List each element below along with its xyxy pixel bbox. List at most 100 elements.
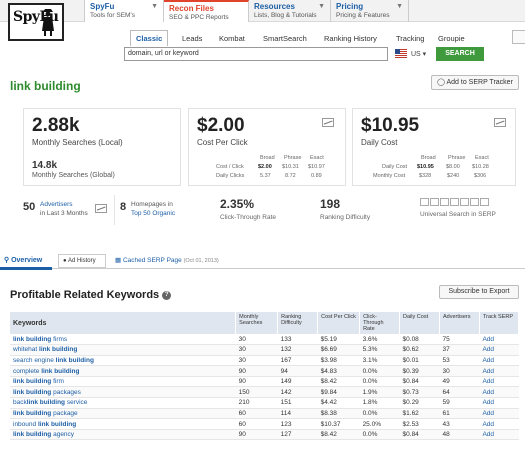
keyword-cell[interactable]: link building firms <box>10 334 236 346</box>
content-tabs: ⚲ Overview ● Ad History ▦ Cached SERP Pa… <box>0 251 525 270</box>
mc-phrase: $240 <box>447 173 460 179</box>
keyword-cell[interactable]: link building agency <box>10 429 236 441</box>
spyfu-logo[interactable]: SpyFu <box>8 3 64 41</box>
header-keywords[interactable]: Keywords <box>10 312 237 334</box>
button-label: Add to SERP Tracker <box>446 79 513 86</box>
nav-tab-title: SpyFu <box>90 2 115 11</box>
keyword-suffix: firms <box>51 335 68 343</box>
track-serp-add-link[interactable]: Add <box>479 386 519 399</box>
keyword-cell[interactable]: inbound link building <box>10 418 236 430</box>
keyword-suffix: package <box>51 409 78 417</box>
keyword-prefix: back <box>13 399 27 407</box>
ranking-difficulty-cell: 132 <box>277 344 318 356</box>
daily-cost-cell: $0.29 <box>399 397 440 409</box>
search-input[interactable]: domain, url or keyword <box>124 47 388 61</box>
header-ranking-difficulty[interactable]: Ranking Difficulty <box>277 312 319 334</box>
nav-tab-subtitle: Tools for SEM's <box>90 12 135 19</box>
cached-serp-link[interactable]: ▦ Cached SERP Page (Oct 01, 2013) <box>115 256 219 264</box>
track-serp-add-link[interactable]: Add <box>479 429 519 441</box>
cached-label: Cached SERP Page <box>122 257 182 264</box>
nav-tab-title: Pricing <box>336 2 364 11</box>
advertisers-cell: 75 <box>439 334 480 346</box>
homepages-count: 8 <box>120 201 127 213</box>
page-title: link building <box>10 79 81 93</box>
daily-cost-cell: $0.01 <box>399 355 440 367</box>
keyword-cell[interactable]: search engine link building <box>10 355 236 367</box>
ad-history-icon: ● <box>63 258 67 264</box>
keyword-cell[interactable]: whitehat link building <box>10 344 236 356</box>
subnav-classic[interactable]: Classic <box>130 30 169 46</box>
tab-ad-history[interactable]: ● Ad History <box>58 254 106 268</box>
monthly-searches-cell: 90 <box>235 376 278 388</box>
header-monthly-searches[interactable]: Monthly Searches <box>235 312 279 334</box>
keyword-cell[interactable]: complete link building <box>10 365 236 377</box>
subnav-groupie[interactable]: Groupie <box>438 34 465 43</box>
us-flag-icon[interactable] <box>395 49 407 58</box>
nav-tab-resources[interactable]: Resources Lists, Blog & Tutorials ▼ <box>249 0 331 22</box>
dc-exact: $10.28 <box>472 164 489 170</box>
nav-tab-pricing[interactable]: Pricing Pricing & Features ▼ <box>331 0 409 22</box>
subscribe-to-export-button[interactable]: Subscribe to Export <box>439 285 519 299</box>
header-ctr[interactable]: Click-Through Rate <box>359 312 401 334</box>
search-button[interactable]: SEARCH <box>436 47 484 61</box>
track-serp-add-link[interactable]: Add <box>479 376 519 388</box>
keyword-match: link building <box>26 399 66 407</box>
subnav-leads[interactable]: Leads <box>182 34 203 43</box>
track-serp-add-link[interactable]: Add <box>479 418 519 430</box>
spy-figure-icon <box>42 9 54 36</box>
keyword-cell[interactable]: link building firm <box>10 376 236 388</box>
subnav-kombat[interactable]: Kombat <box>219 34 245 43</box>
keyword-cell[interactable]: link building packages <box>10 386 236 399</box>
keyword-cell[interactable]: backlink building service <box>10 397 236 409</box>
subnav-ranking-history[interactable]: Ranking History <box>324 34 377 43</box>
nav-tab-recon-files[interactable]: Recon Files SEO & PPC Reports <box>164 0 249 22</box>
news-result-icon <box>440 198 449 206</box>
ranking-difficulty-cell: 94 <box>277 365 318 377</box>
chevron-down-icon: ▼ <box>151 3 158 10</box>
header-advertisers[interactable]: Advertisers <box>439 312 480 334</box>
ctr-cell: 0.0% <box>359 408 400 420</box>
universal-search-icons <box>420 198 500 208</box>
chart-icon[interactable] <box>494 118 506 127</box>
subnav-tracking[interactable]: Tracking <box>396 34 425 43</box>
cpc-exact: $10.97 <box>308 164 325 170</box>
chart-icon[interactable] <box>322 118 334 127</box>
tab-overview[interactable]: ⚲ Overview <box>0 254 52 270</box>
cpc-cell: $8.42 <box>317 429 360 441</box>
difficulty-label: Ranking Difficulty <box>320 214 371 221</box>
account-tab-stub[interactable] <box>512 30 525 44</box>
add-to-serp-tracker-button[interactable]: ◯ Add to SERP Tracker <box>431 75 519 90</box>
monthly-searches-label: Monthly Searches (Local) <box>32 138 123 147</box>
table-row: inbound link building 60 123 $10.37 25.0% $2.… <box>10 418 519 430</box>
keyword-cell[interactable]: link building package <box>10 408 236 420</box>
track-serp-add-link[interactable]: Add <box>479 397 519 409</box>
country-select[interactable]: US ▾ <box>411 51 427 58</box>
header-track-serp: Track SERP <box>479 312 520 334</box>
track-serp-add-link[interactable]: Add <box>479 344 519 356</box>
advertisers-cell: 53 <box>439 355 480 367</box>
mc-row-label: Monthly Cost <box>373 173 406 179</box>
track-serp-add-link[interactable]: Add <box>479 365 519 377</box>
track-serp-add-link[interactable]: Add <box>479 355 519 367</box>
header-daily-cost[interactable]: Daily Cost <box>399 312 440 334</box>
help-icon[interactable]: ? <box>162 290 172 300</box>
tab-label: Ad History <box>67 258 96 264</box>
ranking-difficulty-cell: 123 <box>277 418 318 430</box>
track-serp-add-link[interactable]: Add <box>479 408 519 420</box>
ranking-difficulty-cell: 142 <box>277 386 318 399</box>
advertisers-link[interactable]: Advertisers <box>40 201 73 208</box>
subnav-smartsearch[interactable]: SmartSearch <box>263 34 307 43</box>
dc-header-exact: Exact <box>475 155 489 161</box>
chart-icon[interactable] <box>95 204 107 213</box>
track-serp-add-link[interactable]: Add <box>479 334 519 346</box>
table-row: link building packages 150 142 $9.84 1.9% $0.… <box>10 386 519 399</box>
clicks-phrase: 8.72 <box>285 173 296 179</box>
homepages-label: Homepages in <box>131 201 173 208</box>
header-cost-per-click[interactable]: Cost Per Click <box>317 312 361 334</box>
nav-tab-spyfu[interactable]: SpyFu Tools for SEM's ▼ <box>84 0 164 22</box>
difficulty-stat: 198 Ranking Difficulty <box>320 197 370 221</box>
dc-phrase: $8.00 <box>446 164 460 170</box>
top-50-organic-link[interactable]: Top 50 Organic <box>131 210 176 217</box>
dc-broad: $10.95 <box>417 164 434 170</box>
advertisers-stat: 50 Advertisers in Last 3 Months <box>23 195 115 225</box>
